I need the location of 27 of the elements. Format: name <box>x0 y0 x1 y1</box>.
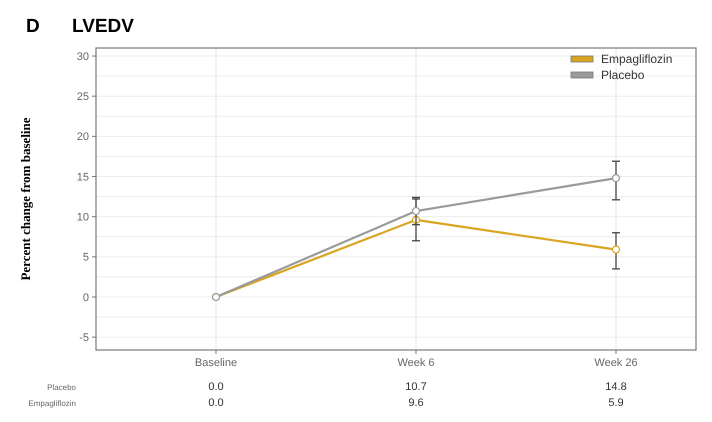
y-tick-label: 20 <box>76 131 89 144</box>
data-label: 9.6 <box>408 397 424 409</box>
x-tick-label: Week 26 <box>594 357 638 369</box>
y-tick-label: 0 <box>82 292 89 304</box>
data-label: 0.0 <box>208 381 224 393</box>
point <box>612 246 620 254</box>
y-axis-title: Percent change from baseline <box>18 117 33 281</box>
text: Placebo <box>47 383 76 392</box>
data-label: 0.0 <box>208 397 224 409</box>
y-tick-label: 15 <box>76 171 89 184</box>
chart-title: LVEDV <box>72 16 134 37</box>
legend-label: Placebo <box>601 68 645 82</box>
x-tick-label: Baseline <box>194 357 238 369</box>
y-tick-label: -5 <box>79 332 89 344</box>
data-label: 14.8 <box>605 381 627 393</box>
data-label: 5.9 <box>608 397 624 409</box>
point <box>412 206 420 216</box>
x-tick-label: Week 6 <box>397 357 435 369</box>
y-tick-label: 5 <box>82 252 89 264</box>
text: D <box>26 16 40 37</box>
data-label: 10.7 <box>405 381 427 393</box>
y-tick-label: 25 <box>76 91 89 104</box>
point <box>612 174 620 182</box>
legend-label: Empagliflozin <box>601 52 672 66</box>
y-tick-label: 30 <box>76 50 89 63</box>
y-tick-label: 10 <box>76 212 89 224</box>
text: Empagliflozin <box>28 399 76 408</box>
